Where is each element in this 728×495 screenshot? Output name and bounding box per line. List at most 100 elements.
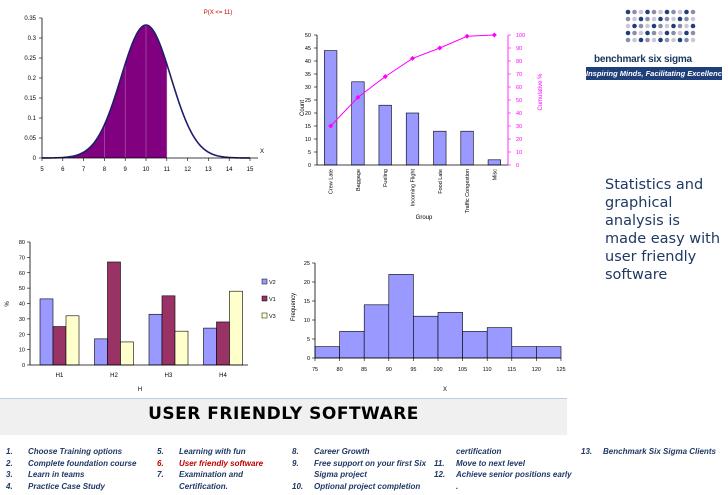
y-tick-label: 20 <box>19 332 25 338</box>
category-label: H2 <box>110 373 118 379</box>
x-tick-label: 85 <box>361 367 367 373</box>
logo-dot <box>638 30 644 36</box>
histogram-chart: 0 5 10 15 20 25 75 80 85 90 95 100 105 110 115 120 125 X F… <box>291 261 566 393</box>
y-tick-label: 0.35 <box>24 16 36 22</box>
cumulative-point <box>382 74 388 80</box>
logo-dot <box>651 23 657 29</box>
pareto-bar <box>378 104 392 166</box>
feature-item: 2. Complete foundation course <box>6 458 136 470</box>
y-tick-label: 0 <box>22 363 25 369</box>
logo-dot <box>645 23 650 29</box>
logo-dot <box>625 30 631 36</box>
logo-dot <box>645 30 650 36</box>
logo-dot <box>671 37 676 43</box>
y-tick-label: 0.25 <box>24 56 36 62</box>
histogram-bar <box>462 331 488 359</box>
logo-dot <box>664 37 670 43</box>
logo-dot <box>690 30 696 36</box>
feature-list-col2: 5. Learning with fun 6. User friendly softw… <box>157 446 263 492</box>
category-label: Food Late <box>438 169 444 194</box>
histogram-bar <box>486 327 513 359</box>
y-axis-label: % <box>5 301 11 307</box>
feature-text: Learn in teams <box>28 470 85 479</box>
feature-item: 13. Benchmark Six Sigma Clients <box>581 446 716 458</box>
y-tick-label: 0 <box>33 156 37 162</box>
y-tick-label: 0.15 <box>24 96 36 102</box>
feature-item: Sigma project <box>292 469 426 481</box>
cumulative-point <box>328 123 334 129</box>
feature-number: 2. <box>6 458 13 468</box>
grouped-bar <box>216 321 230 366</box>
y-tick-label: 40 <box>305 59 311 65</box>
x-tick-label: 6 <box>61 167 65 173</box>
y-tick-label: 20 <box>305 111 311 117</box>
x-tick-label: 90 <box>386 367 392 373</box>
y-tick-label: 0.05 <box>24 136 36 142</box>
feature-number: 5. <box>157 447 164 456</box>
pareto-bar <box>487 159 501 166</box>
x-tick-label: 75 <box>312 367 318 373</box>
feature-text: Optional project completion <box>314 481 421 491</box>
grouped-bar <box>174 330 189 366</box>
benchmark-six-sigma-logo: benchmark six sigma Inspiring Minds, Fac… <box>586 4 726 82</box>
x-tick-label: 8 <box>103 167 107 173</box>
grouped-bar-chart: 0 10 20 30 40 50 60 70 80 H1 H2 H3 H4 H% V2 V1 V3 <box>5 240 276 393</box>
feature-text: Achieve senior positions early <box>456 470 572 479</box>
feature-number: 1. <box>6 447 13 456</box>
feature-item: 1. Choose Training options <box>6 446 136 458</box>
y2-tick-label: 70 <box>516 72 522 78</box>
feature-text: Examination and <box>179 470 244 479</box>
legend-swatch <box>261 295 268 302</box>
banner-title: USER FRIENDLY SOFTWARE <box>148 404 419 424</box>
feature-number: 13. <box>581 447 593 456</box>
cumulative-point <box>437 45 443 51</box>
grouped-bar <box>229 290 243 366</box>
logo-dot <box>664 30 670 36</box>
shaded-probability-area <box>42 25 167 158</box>
cumulative-point <box>355 94 361 100</box>
logo-dot <box>632 23 637 29</box>
feature-list-col5: 13. Benchmark Six Sigma Clients <box>581 446 716 458</box>
logo-dot <box>677 30 683 36</box>
feature-number: 10. <box>292 481 304 491</box>
logo-dot <box>684 9 689 15</box>
logo-dot <box>638 9 644 15</box>
logo-dot <box>684 30 689 36</box>
category-label: H1 <box>56 373 64 379</box>
x-tick-label: 120 <box>532 367 541 373</box>
y2-tick-label: 90 <box>516 46 522 52</box>
grouped-bar <box>94 338 108 366</box>
x-tick-label: 9 <box>124 167 128 173</box>
feature-number: 7. <box>157 470 164 479</box>
feature-item: 3. Learn in teams <box>6 469 136 481</box>
cumulative-point <box>464 33 470 39</box>
feature-text: . <box>456 481 459 491</box>
legend-label: V2 <box>269 280 276 286</box>
histogram-bar <box>437 312 463 359</box>
grouped-bar <box>148 313 163 366</box>
logo-dot <box>625 37 631 43</box>
logo-dot <box>658 16 663 22</box>
y2-tick-label: 0 <box>516 163 519 169</box>
logo-dot-grid-icon <box>625 9 696 43</box>
logo-dot <box>684 23 689 29</box>
pareto-bar <box>433 130 447 166</box>
y-tick-label: 80 <box>19 240 25 246</box>
x-tick-label: 110 <box>483 367 492 373</box>
feature-text: Complete foundation course <box>28 458 137 468</box>
logo-dot <box>651 30 657 36</box>
feature-number: 11. <box>434 458 445 468</box>
feature-number: 8. <box>292 447 299 456</box>
legend-swatch <box>261 278 268 285</box>
pareto-chart: 0 5 10 15 20 25 30 35 40 45 50 0 10 20 30 40 50 60 70 80 90 1… <box>300 32 544 221</box>
x-tick-label: 14 <box>226 167 233 173</box>
y-tick-label: 25 <box>304 261 310 267</box>
y2-axis-label: Cumulative % <box>538 73 544 111</box>
feature-item: 8. Career Growth <box>292 446 426 458</box>
feature-item: . <box>434 481 572 493</box>
y-axis-label: Count <box>300 100 306 116</box>
y2-tick-label: 50 <box>516 98 522 104</box>
x-tick-label: 12 <box>184 167 191 173</box>
logo-dot <box>664 23 670 29</box>
feature-item: 5. Learning with fun <box>157 446 263 458</box>
